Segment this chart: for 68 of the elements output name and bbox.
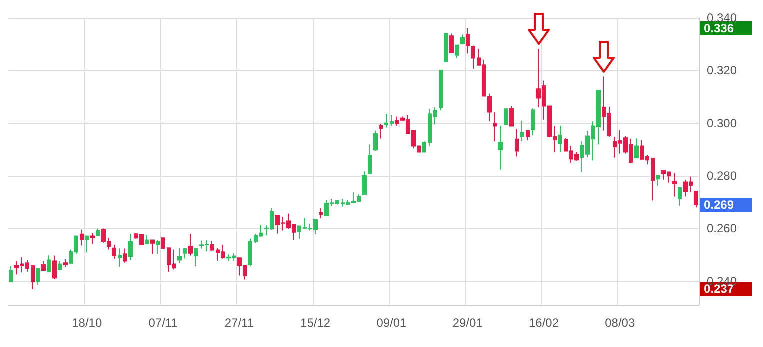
candlestick xyxy=(9,266,13,282)
candlestick xyxy=(36,268,40,286)
candlestick xyxy=(123,248,127,264)
y-tick-label: 0.260 xyxy=(707,222,738,236)
candlestick xyxy=(379,123,383,140)
candlestick xyxy=(515,128,519,158)
candlestick xyxy=(384,114,388,128)
x-tick-label: 29/01 xyxy=(452,316,484,330)
candlestick xyxy=(651,158,655,202)
candlestick xyxy=(504,108,508,126)
candlestick xyxy=(156,240,160,255)
x-tick-label: 16/02 xyxy=(528,316,560,330)
candlestick xyxy=(90,232,95,244)
candlestick xyxy=(96,228,100,237)
x-tick-label: 27/11 xyxy=(224,316,254,330)
candlestick xyxy=(319,208,323,219)
candlestick xyxy=(460,34,465,46)
x-tick-label: 18/10 xyxy=(72,316,102,330)
candlestick xyxy=(656,175,660,186)
x-tick-label: 09/01 xyxy=(376,316,408,330)
text: 0.269 xyxy=(704,198,734,212)
candlestick xyxy=(498,126,503,170)
candlestick xyxy=(58,260,62,272)
x-tick-label: 08/03 xyxy=(605,316,636,330)
candlestick xyxy=(368,144,372,174)
candlestick xyxy=(85,236,89,254)
candlestick xyxy=(188,234,193,256)
candlestick xyxy=(509,106,514,127)
candlestick xyxy=(63,258,68,268)
candlestick xyxy=(634,138,639,160)
candlestick xyxy=(118,248,122,268)
candlestick xyxy=(520,120,524,142)
candlestick xyxy=(31,265,35,290)
candlestick xyxy=(248,238,252,268)
candlestick xyxy=(145,234,149,244)
candlestick xyxy=(150,240,155,255)
candlestick xyxy=(558,126,562,153)
candlestick xyxy=(128,234,133,261)
x-tick-label: 15/12 xyxy=(300,316,331,330)
candlestick xyxy=(297,226,301,240)
candlestick xyxy=(161,238,165,250)
candlestick xyxy=(52,255,57,280)
candlestick xyxy=(183,248,187,260)
x-tick-label: 07/11 xyxy=(148,316,178,330)
candlestick xyxy=(362,170,367,196)
candlestick xyxy=(439,70,443,112)
candlestick xyxy=(455,44,459,59)
candlestick xyxy=(210,240,214,252)
candlestick xyxy=(444,33,448,62)
candlestick xyxy=(493,112,497,142)
y-tick-label: 0.300 xyxy=(707,116,738,130)
candlestick xyxy=(678,187,682,206)
candlestick xyxy=(373,130,378,152)
candlestick xyxy=(80,229,84,246)
candlestick xyxy=(672,172,677,198)
candlestick xyxy=(112,244,116,260)
candlestick xyxy=(41,261,46,272)
y-tick-label: 0.280 xyxy=(707,168,738,183)
candlestick xyxy=(47,255,51,273)
candlestick xyxy=(177,248,182,264)
candlestick xyxy=(390,114,394,126)
candlestick xyxy=(531,108,535,136)
candlestick xyxy=(449,33,454,54)
candlestick xyxy=(194,248,198,268)
candlestick xyxy=(422,140,426,153)
candlestick xyxy=(694,191,698,208)
candlestick xyxy=(526,130,530,141)
y-tick-label: 0.320 xyxy=(707,64,738,78)
